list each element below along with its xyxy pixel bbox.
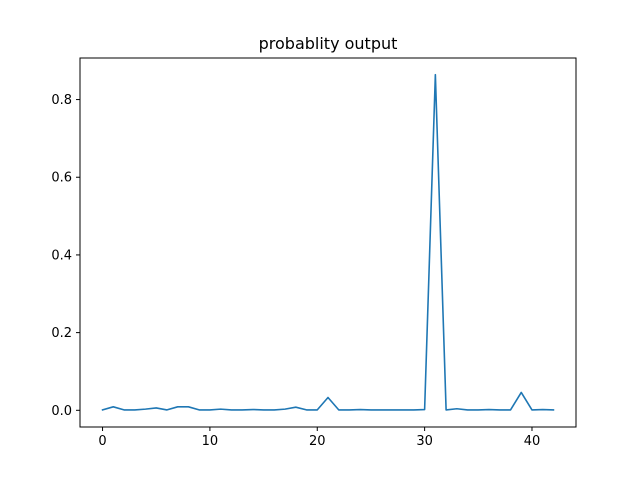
y-tick-label: 0.2 bbox=[51, 326, 72, 341]
y-tick-label: 0.4 bbox=[51, 248, 72, 263]
y-tick-label: 0.6 bbox=[51, 171, 72, 186]
y-tick-label: 0.8 bbox=[51, 93, 72, 108]
axes: 0 10 20 30 40 0.0 0.2 0.4 0.6 0.8 bbox=[51, 93, 540, 449]
plot-area bbox=[101, 73, 555, 411]
x-tick-label: 0 bbox=[98, 434, 106, 449]
x-tick-label: 30 bbox=[416, 434, 433, 449]
x-tick-label: 10 bbox=[202, 434, 219, 449]
chart-title: probablity output bbox=[259, 34, 398, 53]
x-tick-label: 20 bbox=[309, 434, 326, 449]
x-tick-label: 40 bbox=[524, 434, 541, 449]
y-tick-label: 0.0 bbox=[51, 404, 72, 419]
series-line bbox=[101, 73, 555, 411]
axes-frame bbox=[79, 57, 577, 428]
